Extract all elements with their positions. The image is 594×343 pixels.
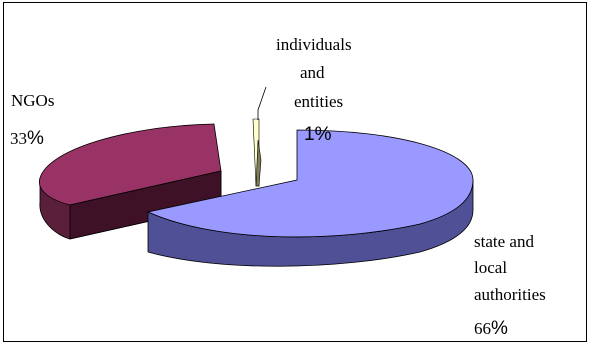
label-individuals-line3: entities xyxy=(294,92,343,111)
slice-individuals xyxy=(252,118,262,187)
label-individuals-line1: individuals xyxy=(276,35,352,54)
slice-ngos xyxy=(38,123,222,240)
slice-state-local xyxy=(146,129,474,267)
slice-ngos-front xyxy=(69,170,222,240)
label-state-line3: authorities xyxy=(474,285,546,304)
slice-ngos-top xyxy=(38,123,222,206)
label-ngos-name: NGOs xyxy=(11,91,54,110)
individuals-leader-line xyxy=(257,86,267,120)
label-individuals-percent: 1% xyxy=(304,124,332,145)
label-state-percent: 66% xyxy=(474,318,508,339)
slice-individuals-side xyxy=(255,139,262,187)
label-state-line1: state and xyxy=(474,232,534,251)
label-state-line2: local xyxy=(474,258,507,277)
label-ngos-percent: 33% xyxy=(10,128,44,149)
slice-state-local-top xyxy=(146,129,474,238)
label-individuals-line2: and xyxy=(300,63,325,82)
